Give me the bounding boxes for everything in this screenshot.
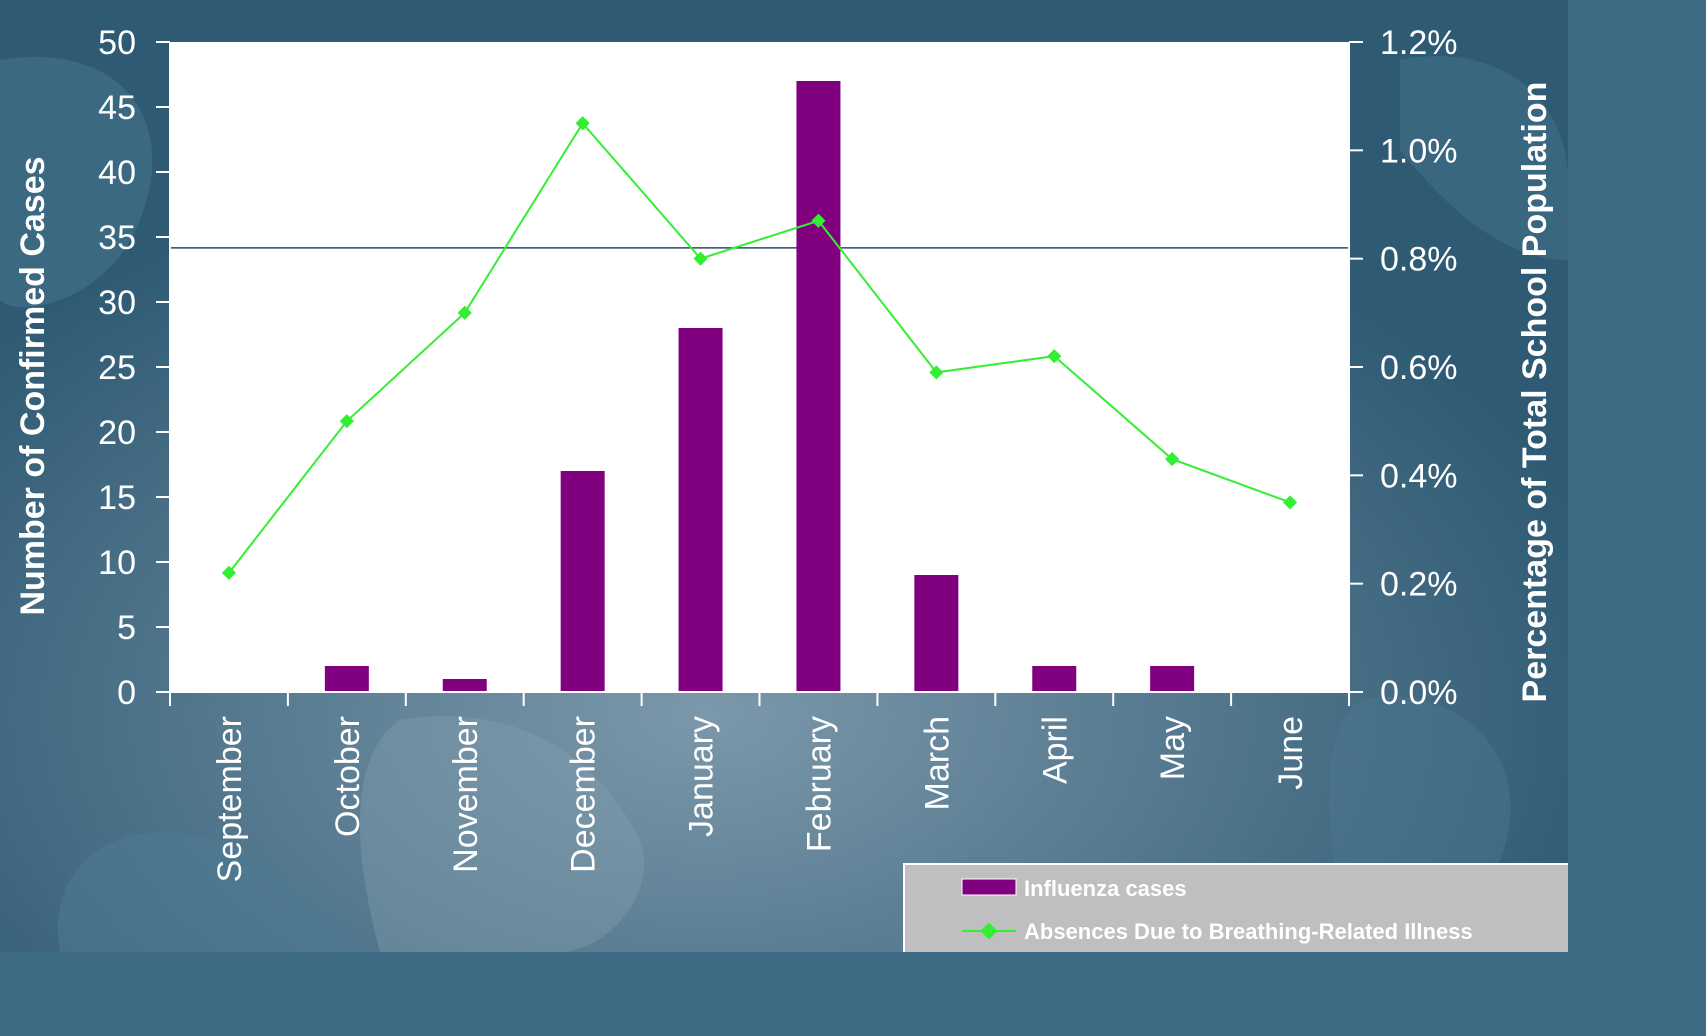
bar-october <box>324 666 369 692</box>
y-tick-label: 20 <box>98 414 136 452</box>
y2-tick-label: 1.2% <box>1380 24 1458 62</box>
x-tick-label-september: September <box>211 716 249 882</box>
bar-april <box>1032 666 1077 692</box>
x-tick-label-february: February <box>800 716 838 852</box>
point-september <box>221 565 237 580</box>
bar-series-influenza <box>324 81 1195 692</box>
line-series-absences <box>221 116 1298 580</box>
y2-tick-label: 0.8% <box>1380 241 1458 279</box>
x-tick-label-november: November <box>447 716 485 873</box>
x-tick-label-june: June <box>1272 716 1310 790</box>
y-tick-label: 25 <box>98 349 136 387</box>
y2-tick-label: 0.0% <box>1380 674 1458 712</box>
y-tick-label: 35 <box>98 219 136 257</box>
y2-tick-label: 0.6% <box>1380 349 1458 387</box>
legend-bar-swatch <box>961 878 1017 896</box>
y2-tick-label: 1.0% <box>1380 132 1458 170</box>
bar-march <box>914 575 959 692</box>
legend: Influenza cases Absences Due to Breathin… <box>903 863 1568 952</box>
y-tick-label: 10 <box>98 544 136 582</box>
point-october <box>339 414 354 429</box>
x-tick-label-october: October <box>329 716 367 837</box>
right-axis: 0.0% 0.2% 0.4% 0.6% 0.8% 1.0% 1.2% <box>1348 24 1458 712</box>
plot-area <box>170 42 1349 692</box>
x-tick-label-december: December <box>565 716 603 873</box>
bar-december <box>560 471 605 692</box>
point-june <box>1282 495 1298 510</box>
y-tick-label: 45 <box>98 89 136 127</box>
y-axis-title: Number of Confirmed Cases <box>14 156 52 615</box>
x-tick-label-march: March <box>918 716 956 810</box>
y-tick-label: 5 <box>117 609 136 647</box>
combo-chart: 0 5 10 15 20 25 30 35 40 45 50 0.0% 0.2% 0.4% 0.6% 0.8… <box>14 24 1568 952</box>
point-december <box>575 116 590 131</box>
bar-november <box>442 679 487 692</box>
y-tick-label: 50 <box>98 24 136 62</box>
point-november <box>457 305 472 320</box>
legend-label-influenza: Influenza cases <box>1024 876 1187 901</box>
y2-axis-title: Percentage of Total School Population <box>1516 82 1554 703</box>
point-february <box>811 213 826 228</box>
y2-tick-label: 0.2% <box>1380 566 1458 604</box>
x-tick-label-april: April <box>1036 716 1074 784</box>
point-may <box>1165 452 1180 467</box>
y-tick-label: 15 <box>98 479 136 517</box>
absences-line <box>228 121 1291 574</box>
left-axis: 0 5 10 15 20 25 30 35 40 45 50 <box>98 24 171 712</box>
x-axis: September October November December January F… <box>169 691 1350 882</box>
legend-label-absences: Absences Due to Breathing-Related Illnes… <box>1024 919 1473 944</box>
point-april <box>1047 349 1062 364</box>
y2-tick-label: 0.4% <box>1380 457 1458 495</box>
x-tick-label-january: January <box>683 716 721 837</box>
bar-february <box>796 81 841 692</box>
x-tick-label-may: May <box>1154 716 1192 780</box>
bar-january <box>678 328 723 692</box>
bar-may <box>1150 666 1195 692</box>
y-tick-label: 30 <box>98 284 136 322</box>
y-tick-label: 0 <box>117 674 136 712</box>
y-tick-label: 40 <box>98 154 136 192</box>
point-january <box>693 251 708 266</box>
point-march <box>929 365 944 380</box>
legend-line-marker <box>980 922 998 940</box>
